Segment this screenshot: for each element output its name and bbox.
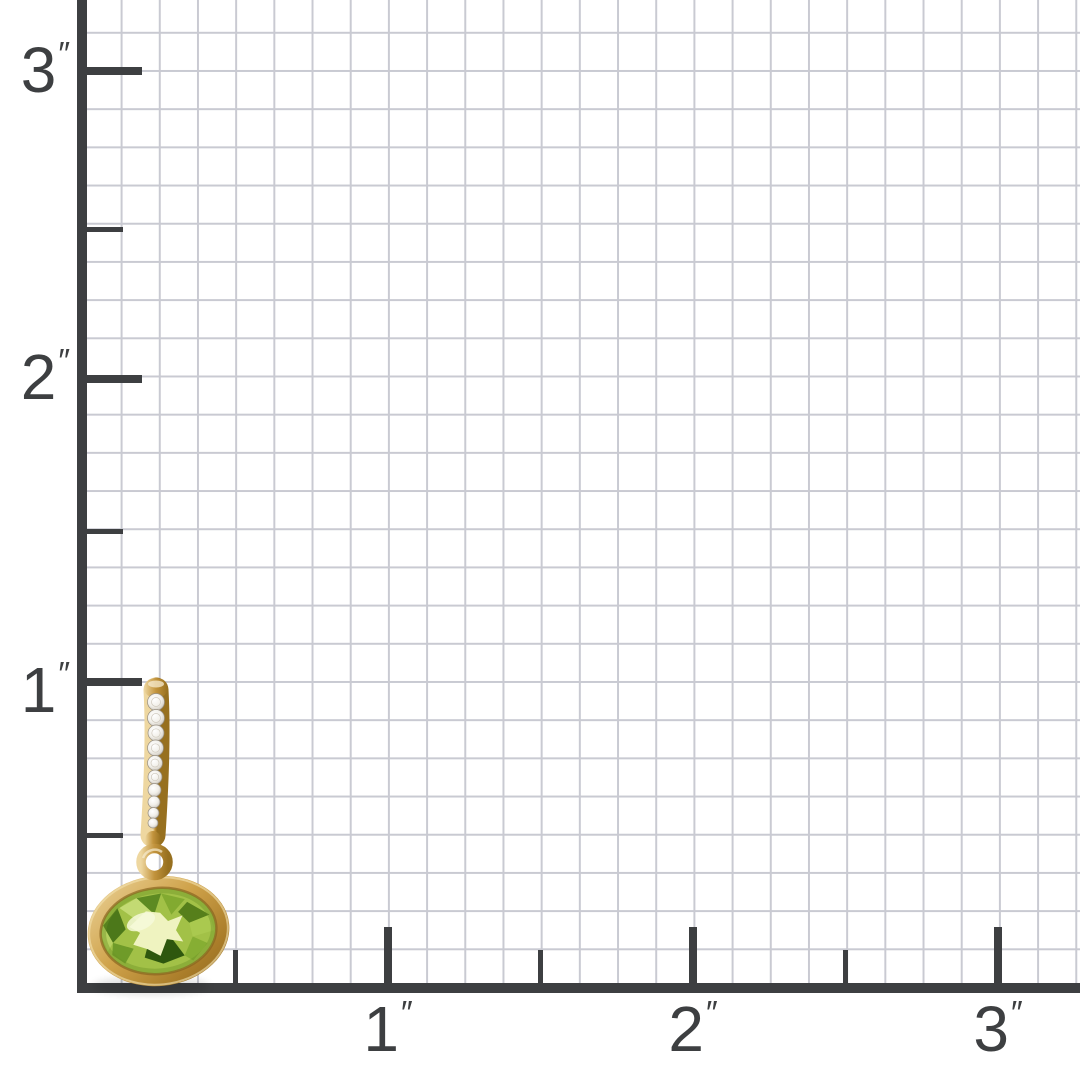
x-label-2-value: 2 xyxy=(668,993,704,1065)
inch-mark: ″ xyxy=(58,35,70,72)
y-axis-major-tick-1in xyxy=(86,678,142,686)
earring-photo xyxy=(87,677,230,995)
x-axis-minor-tick-0-5in xyxy=(233,950,238,983)
x-axis-line xyxy=(77,983,1080,993)
inch-mark: ″ xyxy=(58,655,70,692)
x-axis-label-1in: 1″ xyxy=(338,994,438,1061)
y-axis-line xyxy=(77,0,87,993)
inch-mark: ″ xyxy=(1010,994,1023,1031)
eighth-inch-grid xyxy=(84,0,1080,984)
x-label-3-value: 3 xyxy=(973,993,1009,1065)
y-axis-minor-tick-2-5in xyxy=(86,227,123,232)
y-axis-label-1in: 1″ xyxy=(10,655,70,722)
peridot-gem xyxy=(100,887,217,975)
x-axis-label-2in: 2″ xyxy=(643,994,743,1061)
x-axis-major-tick-1in xyxy=(384,927,392,983)
jump-ring-highlight xyxy=(141,848,163,859)
gem-drop xyxy=(87,875,230,987)
x-axis-minor-tick-2-5in xyxy=(843,950,848,983)
y-label-3-value: 3 xyxy=(20,34,57,106)
x-axis-major-tick-2in xyxy=(689,927,697,983)
inch-mark: ″ xyxy=(58,342,70,379)
y-axis-label-3in: 3″ xyxy=(10,35,70,102)
y-axis-major-tick-2in xyxy=(86,375,142,383)
y-axis-minor-tick-0-5in xyxy=(86,833,123,838)
y-axis-major-tick-3in xyxy=(86,67,142,75)
pave-diamonds xyxy=(147,693,165,829)
x-axis-major-tick-3in xyxy=(994,927,1002,983)
inch-mark: ″ xyxy=(400,994,413,1031)
inch-mark: ″ xyxy=(705,994,718,1031)
y-axis-label-2in: 2″ xyxy=(10,342,70,409)
x-axis-label-3in: 3″ xyxy=(948,994,1048,1061)
y-label-2-value: 2 xyxy=(20,341,57,413)
y-axis-minor-tick-1-5in xyxy=(86,529,123,534)
y-label-1-value: 1 xyxy=(20,654,57,726)
x-axis-minor-tick-1-5in xyxy=(538,950,543,983)
x-label-1-value: 1 xyxy=(363,993,399,1065)
